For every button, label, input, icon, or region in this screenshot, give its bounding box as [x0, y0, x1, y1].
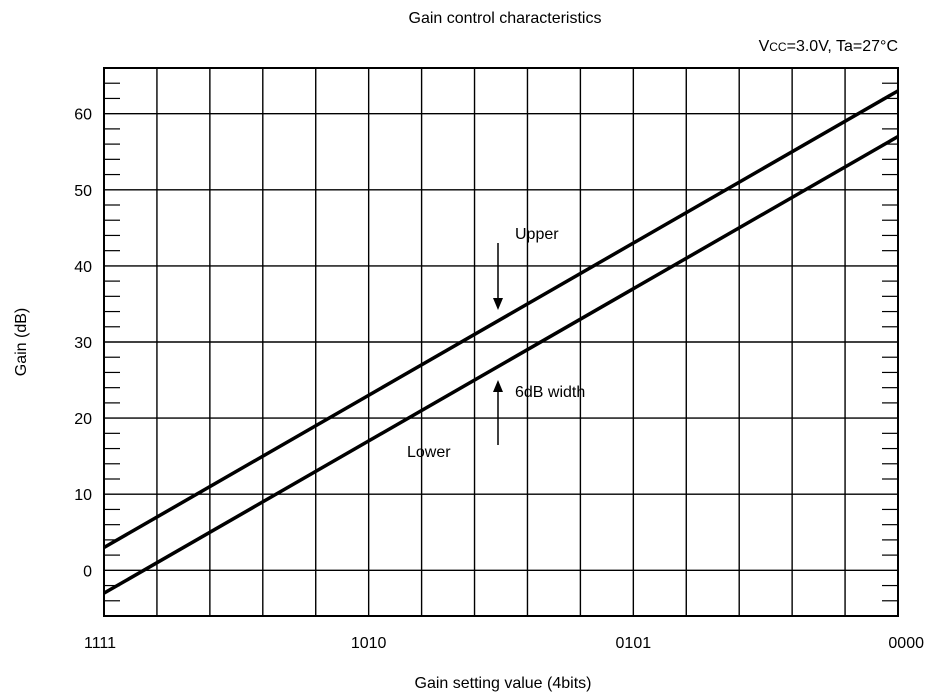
x-tick-label: 1111 — [84, 635, 116, 652]
x-axis-label: Gain setting value (4bits) — [415, 675, 592, 692]
series — [103, 89, 899, 595]
series-line-lower — [103, 134, 899, 595]
plot-frame — [103, 67, 899, 617]
vcc-label: V — [759, 38, 770, 55]
vcc-subscript: CC — [769, 40, 787, 54]
conditions-text: =3.0V, Ta=27°C — [787, 38, 898, 55]
y-axis-label: Gain (dB) — [13, 308, 30, 376]
y-tick-label: 60 — [74, 107, 92, 124]
y-axis: 0 10 20 30 40 50 60 — [74, 107, 92, 581]
y-tick-label: 30 — [74, 335, 92, 352]
annotation-width: 6dB width — [515, 384, 585, 401]
x-axis: 1111 1010 0101 0000 — [84, 635, 924, 652]
grid — [103, 67, 899, 617]
y-tick-label: 40 — [74, 259, 92, 276]
y-tick-label: 10 — [74, 487, 92, 504]
y-tick-label: 50 — [74, 183, 92, 200]
y-tick-label: 20 — [74, 411, 92, 428]
x-tick-label: 0101 — [616, 635, 652, 652]
annotation-upper: Upper — [515, 226, 559, 243]
x-tick-label: 0000 — [888, 635, 924, 652]
chart-subtitle: VCC=3.0V, Ta=27°C — [759, 38, 898, 55]
series-line-upper — [103, 89, 899, 550]
chart-title: Gain control characteristics — [409, 10, 602, 27]
annotation-lower: Lower — [407, 444, 451, 461]
arrow-down-head — [493, 298, 503, 310]
y-tick-label: 0 — [83, 563, 92, 580]
arrow-up-head — [493, 380, 503, 392]
annotations: Upper 6dB width Lower — [407, 226, 585, 461]
x-tick-label: 1010 — [351, 635, 387, 652]
